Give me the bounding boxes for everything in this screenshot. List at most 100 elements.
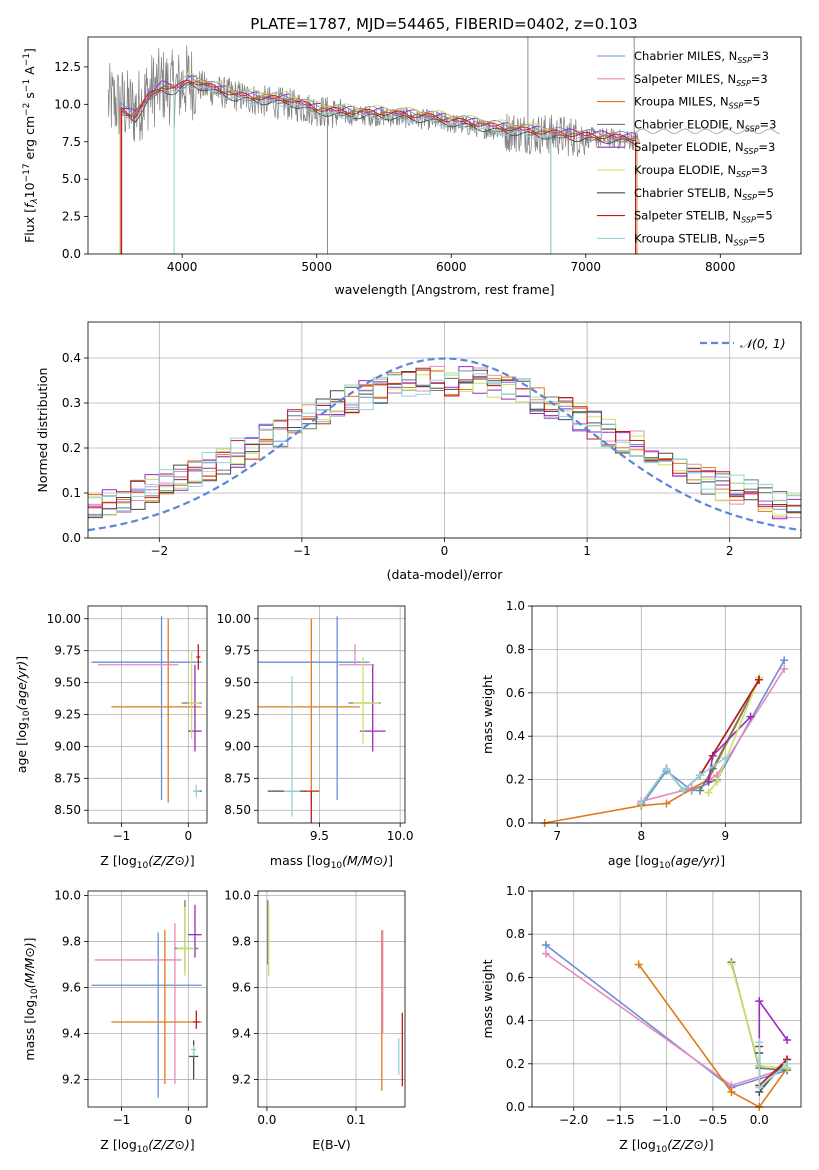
x-tick-label: 9: [722, 829, 730, 843]
observed-spectrum: [107, 45, 640, 157]
weight-marker: [704, 777, 713, 786]
y-tick-label: 2.5: [62, 210, 81, 224]
mass_vs_EBV-plot-area: [267, 900, 403, 1091]
y-axis-label: mass weight: [480, 959, 495, 1038]
weight-marker: [780, 664, 789, 673]
axis-label: Z [log10(Z/Z⊙)]: [619, 1137, 713, 1155]
weight-marker: [662, 799, 671, 808]
weight-marker: [662, 764, 671, 773]
x-tick-label: 0: [441, 544, 449, 558]
y-tick-label: 9.6: [232, 981, 251, 995]
legend-label: Kroupa MILES, NSSP=5: [634, 95, 760, 111]
y-tick-label: 9.2: [62, 1072, 81, 1086]
y-tick-label: 9.00: [224, 739, 251, 753]
y-tick-label: 10.0: [54, 97, 81, 111]
y-tick-label: 0.4: [506, 729, 525, 743]
legend-label: Kroupa STELIB, NSSP=5: [634, 231, 765, 247]
y-tick-label: 12.5: [54, 60, 81, 74]
y-tick-label: 9.25: [54, 708, 81, 722]
weight-marker: [755, 1083, 764, 1092]
weight-line-3: [544, 679, 760, 824]
x-tick-label: 0.1: [346, 1113, 365, 1127]
model-spectrum-4: [121, 81, 636, 254]
legend-label: Chabrier MILES, NSSP=3: [634, 49, 769, 65]
y-tick-label: 9.4: [232, 1026, 251, 1040]
y-tick-label: 0.0: [506, 1100, 525, 1114]
x-tick-label: 7: [553, 829, 561, 843]
age_vs_mass-plot-area: [258, 616, 386, 823]
plot-frame: [257, 890, 406, 1108]
plot-frame: [87, 890, 208, 1108]
y-tick-label: 5.0: [62, 172, 81, 186]
x-tick-label: 5000: [301, 260, 332, 274]
x-tick-label: 10.0: [387, 829, 414, 843]
x-tick-label: 0: [184, 1113, 192, 1127]
weight-marker: [634, 960, 643, 969]
weight-marker: [755, 1038, 764, 1047]
y-tick-label: 9.75: [224, 644, 251, 658]
x-tick-label: 0: [184, 829, 192, 843]
y-tick-label: 7.5: [62, 135, 81, 149]
y-axis-label: mass weight: [480, 675, 495, 754]
axis-label: Z [log10(Z/Z⊙)]: [100, 1137, 194, 1155]
spectrum-panel: 4000 5000 6000 7000 8000 0.0 2.5 5.0 7.5 10.0 12.5…: [22, 36, 802, 297]
y-tick-label: 9.8: [232, 935, 251, 949]
x-tick-label: 1: [583, 544, 591, 558]
y-tick-label: 0.2: [62, 441, 81, 455]
y-tick-label: 8.50: [224, 803, 251, 817]
x-tick-label: 0.0: [257, 1113, 276, 1127]
mass-weight-vs-Z-panel: −2.0 −1.5 −1.0 −0.5 0.0 0.0 0.2 0.4 0.6 0.8 1.0 Z […: [480, 884, 802, 1155]
y-tick-label: 9.4: [62, 1026, 81, 1040]
axis-label: Z [log10(Z/Z⊙)]: [100, 853, 194, 871]
model-spectrum-3: [119, 80, 638, 254]
mass-vs-EBV-panel: 0.0 0.1 9.2 9.4 9.6 9.8 10.0 E(B-V): [224, 889, 406, 1152]
x-tick-label: 2: [726, 544, 734, 558]
y-tick-label: 0.6: [506, 970, 525, 984]
weight-marker: [679, 786, 688, 795]
weight-marker: [721, 753, 730, 762]
weight-marker: [704, 788, 713, 797]
y-tick-label: 0.0: [506, 816, 525, 830]
weight-marker: [780, 656, 789, 665]
model-extension: [632, 128, 780, 134]
y-tick-label: 10.00: [47, 612, 81, 626]
y-tick-label: 9.2: [232, 1072, 251, 1086]
model-spectrum-1: [119, 74, 638, 254]
x-tick-label: 6000: [436, 260, 467, 274]
legend-label: Chabrier ELODIE, NSSP=3: [634, 117, 776, 133]
mass-weight-vs-age-panel: 7 8 9 0.0 0.2 0.4 0.6 0.8 1.0 age [log10(age/yr)]…: [480, 599, 802, 871]
weight-marker: [727, 960, 736, 969]
weight-marker: [712, 777, 721, 786]
y-tick-label: 10.00: [217, 612, 251, 626]
legend-label: Salpeter ELODIE, NSSP=3: [634, 140, 775, 156]
age-vs-mass-panel: 9.5 10.0 8.50 8.75 9.00 9.25 9.50 9.75 10.00 mass…: [217, 605, 414, 871]
y-tick-label: 9.75: [54, 644, 81, 658]
weight-line-1: [640, 659, 785, 807]
y-tick-label: 0.2: [506, 1057, 525, 1071]
y-tick-label: 9.25: [224, 708, 251, 722]
residual-panel: −2 −1 0 1 2 0.0 0.1 0.2 0.3 0.4 𝒩(0, 1) (data-model…: [35, 321, 802, 582]
x-tick-label: 7000: [570, 260, 601, 274]
model-spectrum-2: [119, 84, 638, 254]
spectrum-legend: Chabrier MILES, NSSP=3 Salpeter MILES, NS…: [597, 49, 776, 247]
model-spectrum-8: [121, 79, 636, 254]
x-tick-label: −1: [113, 1113, 131, 1127]
x-tick-label: 4000: [167, 260, 198, 274]
weight-marker: [746, 712, 755, 721]
weight-marker: [727, 1087, 736, 1096]
residual-plot-area: [88, 357, 801, 532]
model-spectrum-9: [173, 86, 552, 254]
weight-marker: [541, 941, 550, 949]
x-tick-label: −2: [150, 544, 168, 558]
x-tick-label: 9.5: [310, 829, 329, 843]
axis-label: age [log10(age/yr)]: [14, 656, 32, 773]
y-tick-label: 0.6: [506, 686, 525, 700]
weight-marker: [755, 997, 764, 1006]
y-tick-label: 10.0: [54, 889, 81, 903]
x-tick-label: 8000: [705, 260, 736, 274]
weight-marker: [637, 799, 646, 808]
y-tick-label: 9.6: [62, 981, 81, 995]
spectrum-plot-area: [107, 37, 780, 254]
axis-label: mass [log10(M/M⊙)]: [270, 853, 393, 871]
